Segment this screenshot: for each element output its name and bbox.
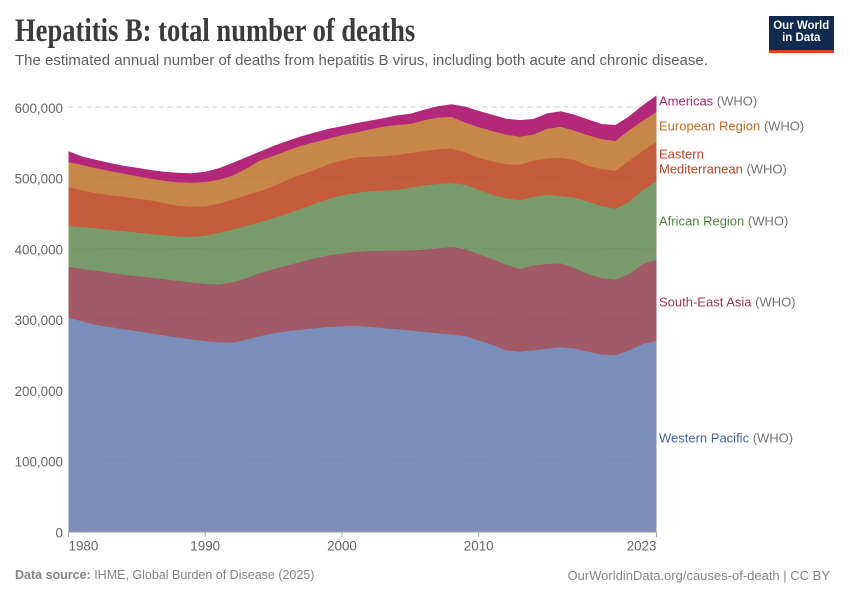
svg-text:2010: 2010 <box>464 539 494 554</box>
svg-text:Americas (WHO): Americas (WHO) <box>659 94 757 109</box>
svg-text:Eastern: Eastern <box>659 147 704 162</box>
svg-text:European Region (WHO): European Region (WHO) <box>659 119 804 134</box>
svg-text:African Region (WHO): African Region (WHO) <box>659 214 788 229</box>
svg-text:300,000: 300,000 <box>15 313 63 328</box>
svg-text:400,000: 400,000 <box>15 242 63 257</box>
svg-text:500,000: 500,000 <box>15 172 63 187</box>
svg-text:2023: 2023 <box>627 539 657 554</box>
svg-text:2000: 2000 <box>327 539 357 554</box>
svg-text:1980: 1980 <box>69 539 99 554</box>
svg-text:200,000: 200,000 <box>15 384 63 399</box>
svg-text:600,000: 600,000 <box>15 101 63 116</box>
svg-text:100,000: 100,000 <box>15 455 63 470</box>
svg-text:South-East Asia (WHO): South-East Asia (WHO) <box>659 295 796 310</box>
svg-text:0: 0 <box>56 525 63 540</box>
svg-text:Mediterranean (WHO): Mediterranean (WHO) <box>659 162 787 177</box>
svg-text:Western Pacific (WHO): Western Pacific (WHO) <box>659 431 793 446</box>
svg-text:1990: 1990 <box>190 539 220 554</box>
